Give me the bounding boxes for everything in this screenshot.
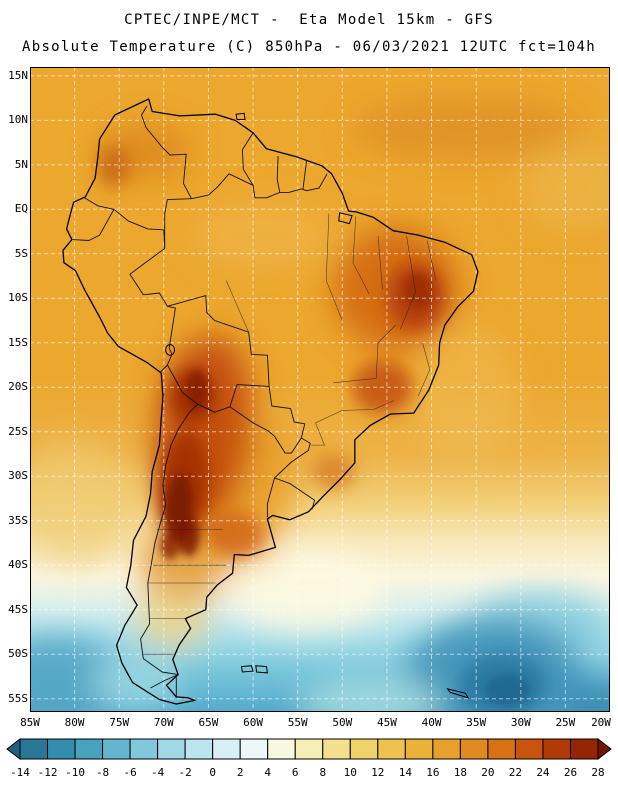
colorbar-tick-label: 4 xyxy=(264,766,271,779)
colorbar-tick-label: 0 xyxy=(209,766,216,779)
lon-tick-label: 65W xyxy=(198,716,219,729)
lat-tick-label: 5S xyxy=(14,246,28,260)
lat-tick-label: 5N xyxy=(14,157,28,171)
islands xyxy=(165,112,470,699)
lat-tick-label: 55S xyxy=(8,691,28,705)
lon-tick-label: 25W xyxy=(555,716,576,729)
temperature-field-map xyxy=(30,67,610,712)
lon-tick-label: 40W xyxy=(421,716,442,729)
colorbar-cell xyxy=(47,738,76,760)
colorbar-tick-label: 28 xyxy=(591,766,604,779)
lat-tick-label: 45S xyxy=(8,602,28,616)
colorbar-tick-label: -10 xyxy=(65,766,85,779)
lon-tick-label: 60W xyxy=(243,716,263,729)
colorbar-cell xyxy=(294,738,324,760)
colorbar-cell xyxy=(432,738,461,760)
colorbar-tick-label: 10 xyxy=(344,766,357,779)
colorbar-cell xyxy=(129,738,159,760)
lat-tick-label: EQ xyxy=(14,202,28,216)
lon-tick-label: 85W xyxy=(20,716,40,729)
colorbar-tick-label: -4 xyxy=(151,766,165,779)
colorbar-cell xyxy=(569,738,599,760)
colorbar-cell xyxy=(322,738,351,760)
colorbar-cell xyxy=(157,738,186,760)
title-model-line: CPTEC/INPE/MCT - Eta Model 15km - GFS xyxy=(124,12,494,28)
lon-tick-label: 20W xyxy=(591,716,611,729)
colorbar-cell xyxy=(267,738,296,760)
lat-tick-label: 10N xyxy=(8,113,28,127)
temperature-cores-intense xyxy=(160,273,531,706)
colorbar-cell xyxy=(459,738,489,760)
colorbar-right-arrow xyxy=(597,737,612,761)
lat-tick-label: 40S xyxy=(8,558,28,572)
colorbar-tick-label: 12 xyxy=(371,766,384,779)
colorbar-cell xyxy=(239,738,269,760)
lon-tick-label: 45W xyxy=(376,716,397,729)
lon-tick-label: 50W xyxy=(332,716,353,729)
colorbar-tick-label: 18 xyxy=(454,766,467,779)
chart-header: CPTEC/INPE/MCT - Eta Model 15km - GFS Ab… xyxy=(0,7,618,61)
colorbar-tick-label: -6 xyxy=(123,766,136,779)
lake-titicaca xyxy=(165,344,176,356)
colorbar-tick-label: 2 xyxy=(237,766,244,779)
colorbar-tick-label: 6 xyxy=(292,766,299,779)
colorbar-tick-label: -8 xyxy=(96,766,109,779)
lat-tick-label: 50S xyxy=(8,647,28,661)
colorbar-tick-label: -12 xyxy=(38,766,58,779)
lon-tick-label: 75W xyxy=(109,716,130,729)
lat-tick-label: 20S xyxy=(8,380,28,394)
colorbar-tick-label: 24 xyxy=(536,766,550,779)
colorbar-cell xyxy=(377,738,406,760)
lon-tick-label: 55W xyxy=(287,716,308,729)
colorbar-cell xyxy=(404,738,434,760)
lon-tick-label: 35W xyxy=(466,716,487,729)
lat-tick-label: 10S xyxy=(8,291,28,305)
colorbar-cell xyxy=(19,738,49,760)
colorbar-cell xyxy=(542,738,571,760)
colorbar-tick-label: 26 xyxy=(564,766,577,779)
lon-tick-label: 70W xyxy=(153,716,174,729)
lon-tick-label: 30W xyxy=(510,716,531,729)
country-borders xyxy=(72,105,328,698)
colorbar-cell xyxy=(514,738,544,760)
map-frame xyxy=(30,67,610,712)
colorbar-cell xyxy=(349,738,379,760)
state-borders xyxy=(142,213,437,655)
colorbar-left-arrow xyxy=(6,737,21,761)
colorbar-cell xyxy=(102,738,131,760)
colorbar-tick-label: 20 xyxy=(481,766,494,779)
temperature-colorbar: -14 -12 -10 -8 -6 -4 -2 0 2 4 6 8 10 12 14 16 18 20 22 24 26… xyxy=(6,737,612,779)
colorbar-tick-label: -14 xyxy=(10,766,30,779)
colorbar-tick-label: 22 xyxy=(509,766,522,779)
colorbar-cell xyxy=(487,738,516,760)
colorbar-tick-label: -2 xyxy=(179,766,192,779)
title-field-line: Absolute Temperature (C) 850hPa - 06/03/… xyxy=(22,39,596,55)
lat-tick-label: 25S xyxy=(8,424,28,438)
lat-tick-label: 15N xyxy=(8,68,28,82)
colorbar-tick-label: 16 xyxy=(426,766,439,779)
coastline xyxy=(62,98,479,705)
colorbar-cell xyxy=(74,738,104,760)
colorbar-tick-label: 14 xyxy=(399,766,413,779)
lat-tick-label: 35S xyxy=(8,513,28,527)
colorbar-cell xyxy=(184,738,214,760)
colorbar-tick-label: 8 xyxy=(319,766,326,779)
lon-tick-label: 80W xyxy=(64,716,85,729)
lat-tick-label: 30S xyxy=(8,469,28,483)
colorbar-cell xyxy=(212,738,241,760)
lat-tick-label: 15S xyxy=(8,335,28,349)
grid-lines xyxy=(30,67,610,712)
